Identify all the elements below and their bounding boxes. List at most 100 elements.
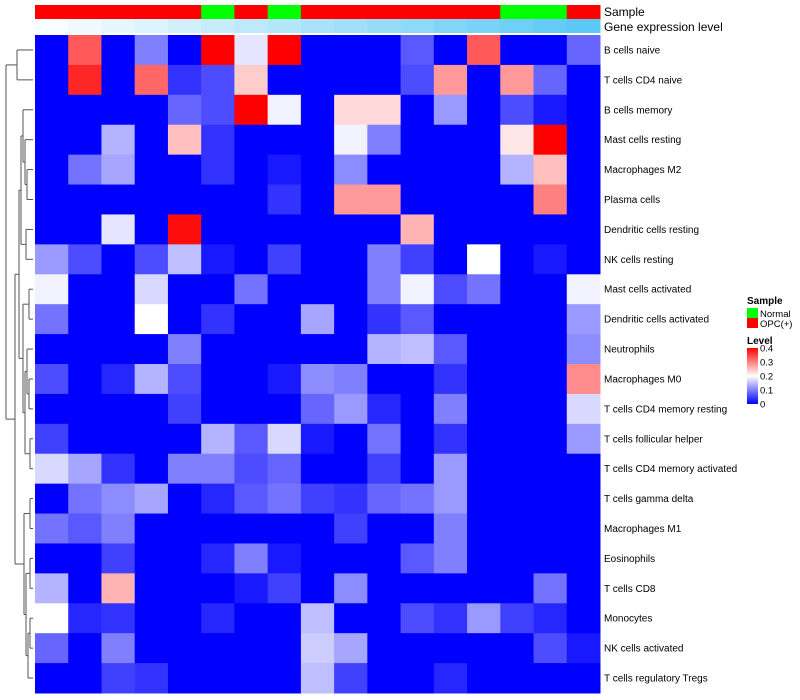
legend-swatch-normal: [747, 308, 758, 318]
heatmap-cell: [467, 154, 501, 186]
heatmap-cell: [68, 214, 102, 245]
legend-swatch-opc: [747, 318, 758, 328]
expression-annotation-cell: [101, 19, 136, 33]
heatmap-cell: [400, 633, 435, 664]
heatmap-cell: [234, 244, 269, 275]
expression-annotation-cell: [267, 19, 302, 33]
heatmap-cell: [533, 513, 568, 544]
sample-annotation-cell: [267, 5, 302, 19]
heatmap-cell: [467, 543, 501, 574]
heatmap-cell: [201, 64, 235, 96]
heatmap-cell: [334, 573, 368, 604]
row-label: NK cells activated: [604, 644, 683, 655]
row-label: Dendritic cells resting: [604, 225, 699, 236]
heatmap-cell: [467, 633, 501, 664]
heatmap-cell: [300, 304, 335, 335]
heatmap-cell: [35, 184, 69, 215]
heatmap-cell: [68, 663, 102, 694]
heatmap-cell: [167, 154, 202, 186]
heatmap-cell: [101, 184, 136, 215]
heatmap-cell: [533, 364, 568, 395]
heatmap-cell: [134, 334, 169, 365]
heatmap-cell: [201, 94, 235, 126]
gene-expression-annotation-label: Gene expression level: [604, 20, 723, 34]
row-label: Macrophages M0: [604, 374, 682, 385]
heatmap-cell: [35, 543, 69, 574]
heatmap-cell: [134, 94, 169, 126]
heatmap-cell: [167, 274, 202, 305]
heatmap-cell: [467, 663, 501, 694]
heatmap-cell: [267, 603, 302, 634]
heatmap-cell: [101, 573, 136, 604]
heatmap-cell: [334, 124, 368, 156]
heatmap-cell: [201, 633, 235, 664]
sample-annotation-cell: [68, 5, 102, 19]
heatmap-cell: [201, 423, 235, 455]
row-label: Mast cells resting: [604, 135, 681, 146]
row-label: Eosinophils: [604, 554, 655, 565]
heatmap-cell: [101, 513, 136, 544]
heatmap-cell: [467, 483, 501, 515]
sample-annotation-cell: [134, 5, 169, 19]
heatmap-cell: [533, 304, 568, 335]
heatmap-cell: [533, 543, 568, 574]
row-label: B cells naive: [604, 45, 661, 56]
heatmap-cell: [167, 244, 202, 275]
heatmap-cell: [35, 603, 69, 634]
row-labels: B cells naive T cells CD4 naive B cells me…: [604, 45, 737, 684]
heatmap-cell: [334, 453, 368, 485]
heatmap-cell: [467, 64, 501, 96]
level-colorbar: [747, 348, 758, 404]
heatmap-cell: [234, 513, 269, 544]
heatmap-cell: [400, 244, 435, 275]
heatmap-cell: [533, 244, 568, 275]
heatmap-cell: [35, 304, 69, 335]
heatmap-cell: [167, 513, 202, 544]
heatmap-cell: [201, 543, 235, 574]
heatmap-cell: [467, 513, 501, 544]
heatmap-cell: [533, 214, 568, 245]
heatmap-cell: [566, 423, 601, 455]
heatmap-cell: [334, 483, 368, 515]
heatmap-cell: [234, 94, 269, 126]
heatmap-cell: [500, 573, 535, 604]
heatmap-cell: [400, 64, 435, 96]
heatmap-cell: [68, 154, 102, 186]
heatmap-cell: [101, 154, 136, 186]
heatmap-cell: [500, 334, 535, 365]
heatmap-cell: [500, 453, 535, 485]
heatmap-cell: [101, 214, 136, 245]
heatmap-cell: [367, 184, 402, 215]
level-legend-title: Level: [747, 336, 773, 347]
heatmap-cell: [201, 513, 235, 544]
level-tick-label: 0.4: [760, 344, 773, 355]
row-dendrogram: [5, 49, 33, 679]
heatmap-cell: [300, 334, 335, 365]
heatmap-cell: [68, 513, 102, 544]
heatmap-cell: [68, 304, 102, 335]
heatmap-cell: [433, 453, 468, 485]
heatmap-cell: [500, 513, 535, 544]
heatmap-cell: [300, 603, 335, 634]
heatmap-cell: [566, 393, 601, 425]
heatmap-cell: [400, 274, 435, 305]
heatmap-cell: [35, 453, 69, 485]
heatmap-cell: [400, 214, 435, 245]
heatmap-cell: [134, 573, 169, 604]
heatmap-cell: [433, 364, 468, 395]
heatmap-cell: [467, 573, 501, 604]
heatmap-cell: [300, 94, 335, 126]
heatmap-cell: [167, 453, 202, 485]
heatmap-cell: [267, 274, 302, 305]
heatmap-cell: [134, 513, 169, 544]
heatmap-cell: [400, 94, 435, 126]
heatmap-cell: [500, 35, 535, 66]
heatmap-cell: [566, 334, 601, 365]
row-label: Macrophages M1: [604, 524, 682, 535]
heatmap-cell: [267, 453, 302, 485]
heatmap-cell: [201, 334, 235, 365]
heatmap-cell: [566, 94, 601, 126]
heatmap-cell: [234, 184, 269, 215]
heatmap-cell: [134, 214, 169, 245]
heatmap-cell: [500, 124, 535, 156]
